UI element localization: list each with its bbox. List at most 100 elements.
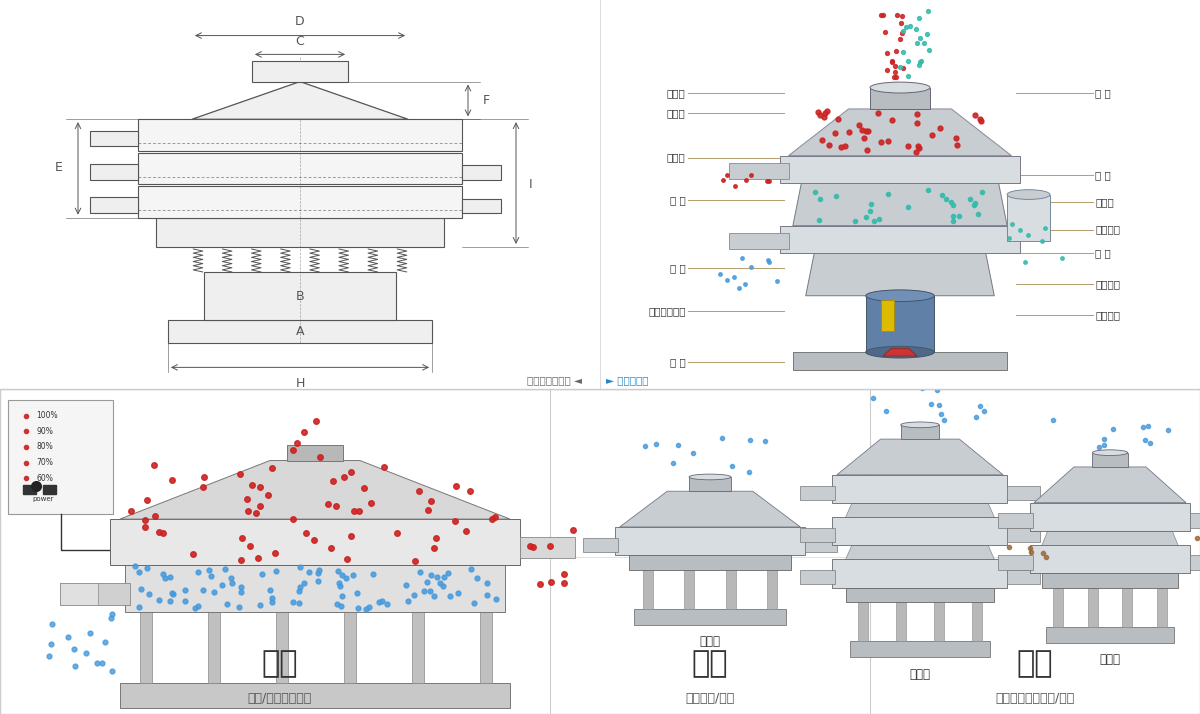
Text: 筛 盘: 筛 盘 <box>1096 248 1111 258</box>
Polygon shape <box>192 81 408 119</box>
Text: 运输固定螺栓: 运输固定螺栓 <box>648 306 685 316</box>
Bar <box>805 538 836 552</box>
Bar <box>90 164 138 180</box>
Bar <box>901 425 940 439</box>
Ellipse shape <box>1092 450 1128 456</box>
Text: 外形尺寸示意图 ◄: 外形尺寸示意图 ◄ <box>527 376 582 386</box>
Text: 60%: 60% <box>36 474 53 483</box>
Bar <box>60 583 130 605</box>
Bar <box>684 570 695 609</box>
Bar <box>138 186 462 218</box>
Bar <box>110 519 520 565</box>
Polygon shape <box>619 491 800 527</box>
Text: power: power <box>32 496 54 502</box>
Text: 过滤: 过滤 <box>691 650 728 678</box>
Ellipse shape <box>865 290 935 301</box>
Polygon shape <box>793 352 1007 370</box>
Text: 上部重锤: 上部重锤 <box>1096 225 1120 235</box>
Bar <box>726 570 736 609</box>
Polygon shape <box>883 348 917 356</box>
Bar <box>8 400 113 514</box>
Text: ► 结构示意图: ► 结构示意图 <box>606 376 648 386</box>
Text: 弹 簧: 弹 簧 <box>670 263 685 273</box>
Bar <box>156 218 444 247</box>
Polygon shape <box>842 545 997 565</box>
Bar <box>90 198 138 213</box>
Bar <box>643 570 653 609</box>
Polygon shape <box>780 156 1020 183</box>
Text: 单层式: 单层式 <box>700 635 720 648</box>
Bar <box>140 612 152 683</box>
Bar <box>858 602 868 641</box>
Text: 分级: 分级 <box>262 650 299 678</box>
Bar <box>998 513 1033 528</box>
Bar <box>870 88 930 109</box>
Bar <box>90 131 138 146</box>
Bar <box>204 272 396 320</box>
Polygon shape <box>1039 531 1181 551</box>
Text: I: I <box>529 178 533 191</box>
Bar <box>480 612 492 683</box>
Text: 80%: 80% <box>36 443 53 451</box>
Bar <box>1008 486 1039 500</box>
Bar <box>1092 453 1128 467</box>
Text: 去除异物/结块: 去除异物/结块 <box>685 692 734 705</box>
Text: A: A <box>295 326 305 338</box>
Text: 去除液体中的颗粒/异物: 去除液体中的颗粒/异物 <box>995 692 1075 705</box>
Bar <box>634 609 786 625</box>
Text: 双层式: 双层式 <box>1099 653 1121 666</box>
Bar <box>846 588 995 602</box>
Text: F: F <box>484 94 490 107</box>
Text: 束 环: 束 环 <box>670 196 685 206</box>
Text: 90%: 90% <box>36 427 53 436</box>
Polygon shape <box>793 183 1007 226</box>
Bar <box>833 475 1008 503</box>
Text: 颗粒/粉末准确分级: 颗粒/粉末准确分级 <box>248 692 312 705</box>
Bar <box>800 528 835 542</box>
Text: 机 座: 机 座 <box>670 357 685 367</box>
Bar <box>138 119 462 151</box>
Bar <box>60 583 98 605</box>
Text: 加重块: 加重块 <box>1096 197 1114 207</box>
Text: 防尘盖: 防尘盖 <box>667 108 685 118</box>
Bar <box>120 683 510 708</box>
Text: 出料口: 出料口 <box>667 153 685 163</box>
Polygon shape <box>1034 467 1186 503</box>
Polygon shape <box>120 461 510 519</box>
Ellipse shape <box>901 422 940 428</box>
Bar <box>583 538 618 552</box>
Bar <box>1054 588 1063 627</box>
Bar <box>767 570 776 609</box>
Bar <box>138 153 462 184</box>
Text: 网 架: 网 架 <box>1096 170 1111 180</box>
Bar <box>800 570 835 584</box>
Bar <box>344 612 356 683</box>
Bar <box>1008 570 1039 584</box>
Bar <box>1190 555 1200 570</box>
Bar <box>1190 513 1200 528</box>
Text: 筛 网: 筛 网 <box>1096 89 1111 99</box>
Bar <box>1157 588 1166 627</box>
Bar <box>208 612 220 683</box>
Text: D: D <box>295 16 305 29</box>
Bar <box>934 602 944 641</box>
Bar <box>125 565 505 612</box>
Bar <box>629 555 791 570</box>
Text: C: C <box>295 35 305 48</box>
Polygon shape <box>805 253 995 296</box>
Bar <box>616 527 805 555</box>
Bar <box>896 602 906 641</box>
Bar <box>850 641 990 657</box>
Polygon shape <box>1007 194 1050 241</box>
Bar <box>462 165 502 180</box>
Bar <box>462 198 502 213</box>
Polygon shape <box>728 233 788 249</box>
Bar <box>1122 588 1133 627</box>
Bar <box>972 602 982 641</box>
Bar <box>412 612 424 683</box>
Polygon shape <box>728 164 788 179</box>
Bar <box>1030 545 1190 573</box>
Text: 100%: 100% <box>36 411 58 420</box>
Polygon shape <box>780 226 1020 253</box>
Bar <box>287 445 343 461</box>
